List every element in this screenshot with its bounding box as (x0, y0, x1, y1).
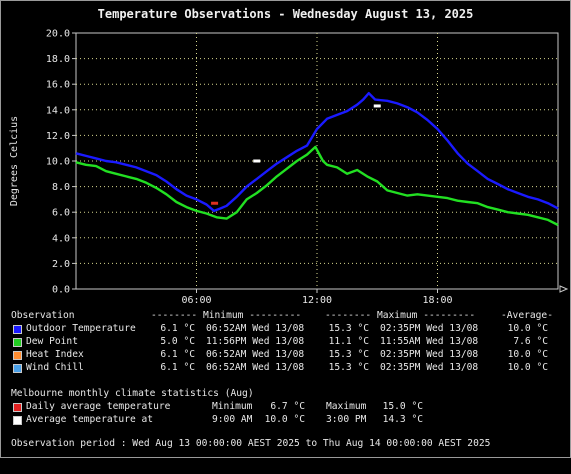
stats-row: Wind Chill 6.1 °C 06:52AM Wed 13/08 15.3 °C… (1, 362, 570, 374)
stats-row: Heat Index 6.1 °C 06:52AM Wed 13/08 15.3 °C… (1, 349, 570, 361)
climate-col1: Minimum (212, 401, 253, 412)
max-value: 15.3 °C (328, 349, 369, 360)
max-time: 02:35PM Wed 13/08 (380, 323, 479, 334)
y-axis-title: Degrees Celcius (9, 116, 20, 206)
climate-markers (211, 104, 381, 205)
y-tick-label: 16.0 (46, 80, 70, 91)
average-value: 10.0 °C (507, 362, 548, 373)
y-tick-label: 2.0 (52, 259, 70, 270)
min-time: 06:52AM Wed 13/08 (206, 323, 305, 334)
y-tick-label: 6.0 (52, 208, 70, 219)
x-tick-label: 18:00 (422, 295, 452, 306)
climate-marker (373, 104, 381, 108)
legend-swatch (13, 351, 22, 360)
y-tick-label: 18.0 (46, 54, 70, 65)
climate-col3: Maximum (326, 401, 367, 412)
climate-marker (253, 159, 261, 163)
max-time: 02:35PM Wed 13/08 (380, 349, 479, 360)
max-value: 15.3 °C (328, 323, 369, 334)
stats-row: Outdoor Temperature 6.1 °C 06:52AM Wed 13/… (1, 323, 570, 335)
max-time: 11:55AM Wed 13/08 (380, 336, 479, 347)
x-axis: 06:00 12:00 18:00 (181, 289, 453, 306)
climate-col1: 9:00 AM (212, 414, 253, 425)
climate-col2: 10.0 °C (264, 414, 305, 425)
y-tick-label: 20.0 (46, 29, 70, 40)
series-label: Dew Point (26, 336, 78, 347)
min-value: 6.1 °C (160, 362, 195, 373)
min-value: 5.0 °C (160, 336, 195, 347)
legend-swatch (13, 325, 22, 334)
y-tick-label: 14.0 (46, 105, 70, 116)
stats-header: Observation -------- Minimum --------- -… (1, 310, 570, 322)
observation-period: Observation period : Wed Aug 13 00:00:00… (11, 438, 491, 449)
x-axis-arrow-icon (559, 285, 569, 293)
y-tick-label: 12.0 (46, 131, 70, 142)
average-value: 7.6 °C (513, 336, 548, 347)
climate-row: Daily average temperature Minimum 6.7 °C Ma… (1, 401, 570, 413)
x-tick-label: 06:00 (181, 295, 211, 306)
climate-label: Daily average temperature (26, 401, 171, 412)
climate-row: Average temperature at 9:00 AM 10.0 °C 3:00… (1, 414, 570, 426)
max-value: 15.3 °C (328, 362, 369, 373)
legend-swatch (13, 338, 22, 347)
grid (76, 33, 558, 289)
min-value: 6.1 °C (160, 323, 195, 334)
legend-swatch (13, 416, 22, 425)
climate-label: Average temperature at (26, 414, 154, 425)
max-time: 02:35PM Wed 13/08 (380, 362, 479, 373)
y-axis: 0.0 2.0 4.0 6.0 8.0 10.0 12.0 14.0 16.0 18.0 20.0 (46, 29, 76, 296)
min-value: 6.1 °C (160, 349, 195, 360)
series-label: Outdoor Temperature (26, 323, 136, 334)
series-label: Wind Chill (26, 362, 84, 373)
chart-title: Temperature Observations - Wednesday Aug… (97, 7, 474, 21)
climate-col3: 3:00 PM (326, 414, 367, 425)
series (75, 91, 559, 227)
average-value: 10.0 °C (507, 323, 548, 334)
min-time: 06:52AM Wed 13/08 (206, 362, 305, 373)
climate-col4: 14.3 °C (382, 414, 423, 425)
y-tick-label: 0.0 (52, 285, 70, 296)
series-line-outdoor-temperature (75, 91, 559, 213)
y-tick-label: 8.0 (52, 182, 70, 193)
x-tick-label: 12:00 (302, 295, 332, 306)
climate-title: Melbourne monthly climate statistics (Au… (11, 388, 254, 399)
average-value: 10.0 °C (507, 349, 548, 360)
temperature-chart: 0.02.04.06.08.010.012.014.016.018.020.0 … (9, 29, 569, 306)
maximum-header: -------- Maximum --------- (325, 310, 476, 321)
climate-marker (211, 201, 219, 205)
climate-col2: 6.7 °C (270, 401, 305, 412)
series-line-dew-point (75, 145, 559, 227)
observation-header: Observation (11, 310, 75, 321)
average-header: -Average- (501, 310, 553, 321)
stats-row: Dew Point 5.0 °C 11:56PM Wed 13/08 11.1 °C 1… (1, 336, 570, 348)
climate-col4: 15.0 °C (382, 401, 423, 412)
max-value: 11.1 °C (328, 336, 369, 347)
series-label: Heat Index (26, 349, 84, 360)
minimum-header: -------- Minimum --------- (151, 310, 302, 321)
legend-swatch (13, 364, 22, 373)
y-tick-label: 10.0 (46, 157, 70, 168)
y-tick-label: 4.0 (52, 233, 70, 244)
min-time: 11:56PM Wed 13/08 (206, 336, 305, 347)
min-time: 06:52AM Wed 13/08 (206, 349, 305, 360)
statistics-panel: Observation -------- Minimum --------- -… (1, 1, 570, 457)
legend-swatch (13, 403, 22, 412)
chart-frame: Temperature Observations - Wednesday Aug… (0, 0, 571, 458)
